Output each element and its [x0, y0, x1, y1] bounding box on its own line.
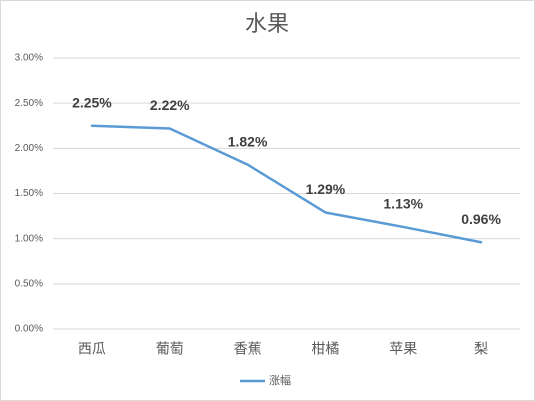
x-tick-label: 香蕉	[234, 341, 262, 357]
y-tick-label: 1.50%	[15, 188, 43, 199]
x-tick-label: 柑橘	[311, 341, 339, 357]
x-tick-label: 葡萄	[156, 341, 184, 357]
y-tick-label: 1.00%	[15, 233, 43, 244]
data-label: 1.13%	[383, 196, 423, 212]
data-label: 2.25%	[72, 94, 112, 110]
x-tick-label: 梨	[474, 341, 488, 357]
line	[90, 124, 483, 244]
y-tick-label: 2.00%	[15, 143, 43, 154]
legend-label: 涨幅	[269, 374, 291, 387]
y-tick-label: 3.00%	[15, 53, 43, 64]
x-tick-label: 苹果	[389, 341, 417, 357]
data-label: 0.96%	[461, 211, 501, 227]
y-tick-label: 0.50%	[15, 278, 43, 289]
x-tick-label: 西瓜	[78, 341, 106, 357]
y-tick-label: 2.50%	[15, 98, 43, 109]
data-label: 1.82%	[228, 133, 268, 149]
chart-title: 水果	[245, 11, 289, 36]
y-tick-label: 0.00%	[15, 324, 43, 335]
data-label: 1.29%	[306, 181, 346, 197]
data-label: 2.22%	[150, 97, 190, 113]
